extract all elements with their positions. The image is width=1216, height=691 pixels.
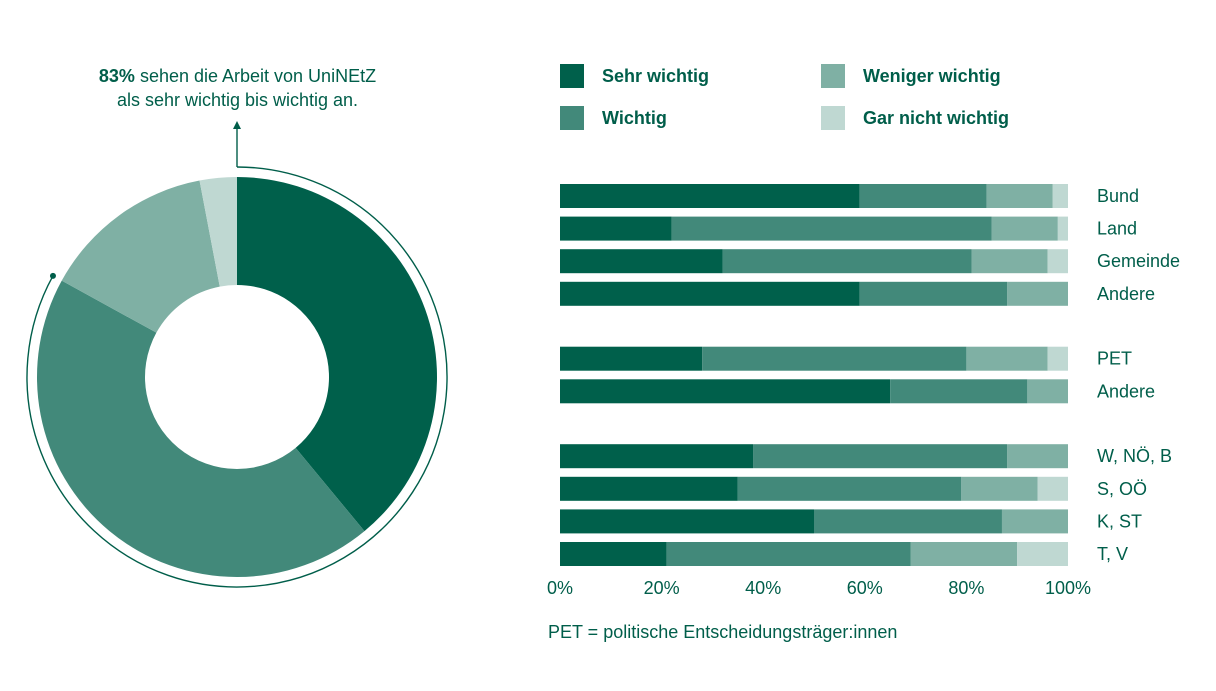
category-label: Bund: [1097, 186, 1139, 206]
callout-bracket-dot: [49, 272, 56, 279]
bar-segment-weniger-wichtig: [910, 542, 1018, 566]
bar-segment-weniger-wichtig: [1007, 281, 1068, 306]
x-tick-label: 100%: [1045, 578, 1091, 598]
legend-swatch-wichtig: [560, 106, 584, 130]
bar-segment-sehr-wichtig: [560, 184, 860, 208]
bar-segment-weniger-wichtig: [971, 249, 1048, 274]
legend-item-weniger-wichtig: Weniger wichtig: [821, 64, 1001, 88]
donut-slice-sehr-wichtig: [237, 177, 438, 532]
legend-label-sehr-wichtig: Sehr wichtig: [602, 65, 710, 86]
bar-segment-wichtig: [722, 249, 972, 274]
bar-segment-sehr-wichtig: [560, 542, 667, 566]
legend-label-gar-nicht-wichtig: Gar nicht wichtig: [863, 107, 1010, 128]
bar-segment-gar-nicht-wichtig: [1017, 542, 1068, 566]
footnote: PET = politische Entscheidungsträger:inn…: [548, 622, 898, 642]
category-label: W, NÖ, B: [1097, 446, 1172, 466]
x-tick-label: 60%: [847, 578, 883, 598]
bar-segment-weniger-wichtig: [986, 184, 1053, 208]
category-label: Gemeinde: [1097, 251, 1180, 271]
bar-segment-weniger-wichtig: [966, 346, 1048, 371]
donut-callout: 83% sehen die Arbeit von UniNEtZ als seh…: [40, 64, 435, 112]
bar-segment-wichtig: [753, 444, 1008, 469]
category-label: Andere: [1097, 381, 1155, 401]
bar-segment-sehr-wichtig: [560, 379, 891, 404]
donut-slice-gar-nicht-wichtig: [199, 177, 237, 287]
bar-segment-wichtig: [859, 281, 1008, 306]
bar-segment-wichtig: [737, 476, 962, 501]
bar-segment-gar-nicht-wichtig: [1052, 184, 1068, 208]
category-label: S, OÖ: [1097, 479, 1147, 499]
x-tick-label: 40%: [745, 578, 781, 598]
bar-segment-sehr-wichtig: [560, 476, 738, 501]
bar-segment-sehr-wichtig: [560, 249, 723, 274]
x-tick-label: 80%: [948, 578, 984, 598]
bar-segment-sehr-wichtig: [560, 509, 814, 534]
bar-segment-gar-nicht-wichtig: [1057, 216, 1068, 241]
bar-segment-gar-nicht-wichtig: [1047, 346, 1068, 371]
bar-segment-weniger-wichtig: [1001, 509, 1068, 534]
category-label: Andere: [1097, 284, 1155, 304]
bar-segment-sehr-wichtig: [560, 281, 860, 306]
legend-swatch-weniger-wichtig: [821, 64, 845, 88]
stacked-bar-chart: Bund Land Gemeinde Andere PET Andere W, NÖ, B S…: [547, 184, 1180, 598]
donut-chart: [26, 121, 448, 588]
callout-line-2: als sehr wichtig bis wichtig an.: [116, 90, 359, 110]
callout-line-1-text: sehen die Arbeit von UniNEtZ: [134, 66, 377, 86]
legend-item-sehr-wichtig: Sehr wichtig: [560, 64, 709, 88]
legend-swatch-sehr-wichtig: [560, 64, 584, 88]
bar-segment-sehr-wichtig: [560, 216, 672, 241]
bar-segment-weniger-wichtig: [1007, 444, 1068, 469]
legend-label-weniger-wichtig: Weniger wichtig: [863, 65, 1001, 86]
bar-segment-gar-nicht-wichtig: [1047, 249, 1068, 274]
bar-segment-gar-nicht-wichtig: [1037, 476, 1068, 501]
x-tick-label: 20%: [644, 578, 680, 598]
bar-segment-wichtig: [859, 184, 987, 208]
donut-slice-weniger-wichtig: [61, 180, 220, 333]
bar-segment-wichtig: [666, 542, 911, 566]
category-label: T, V: [1097, 544, 1128, 564]
x-tick-label: 0%: [547, 578, 573, 598]
callout-bracket-arc: [26, 166, 448, 588]
bar-segment-sehr-wichtig: [560, 346, 703, 371]
category-label: K, ST: [1097, 511, 1142, 531]
legend-label-wichtig: Wichtig: [602, 107, 667, 128]
callout-arrow-icon: [233, 121, 241, 129]
legend-swatch-gar-nicht-wichtig: [821, 106, 845, 130]
bar-segment-weniger-wichtig: [991, 216, 1058, 241]
bar-segment-wichtig: [671, 216, 992, 241]
bar-segment-sehr-wichtig: [560, 444, 754, 469]
bar-segment-wichtig: [702, 346, 967, 371]
legend-item-gar-nicht-wichtig: Gar nicht wichtig: [821, 106, 1009, 130]
legend-item-wichtig: Wichtig: [560, 106, 667, 130]
callout-line-1: 83% sehen die Arbeit von UniNEtZ: [40, 64, 435, 88]
category-label: Land: [1097, 219, 1137, 239]
callout-highlight: 83%: [98, 66, 135, 86]
bar-segment-weniger-wichtig: [1027, 379, 1068, 404]
category-label: PET: [1097, 349, 1132, 369]
bar-segment-weniger-wichtig: [961, 476, 1038, 501]
bar-segment-wichtig: [890, 379, 1028, 404]
bar-segment-wichtig: [814, 509, 1002, 534]
donut-slice-wichtig: [37, 280, 365, 577]
